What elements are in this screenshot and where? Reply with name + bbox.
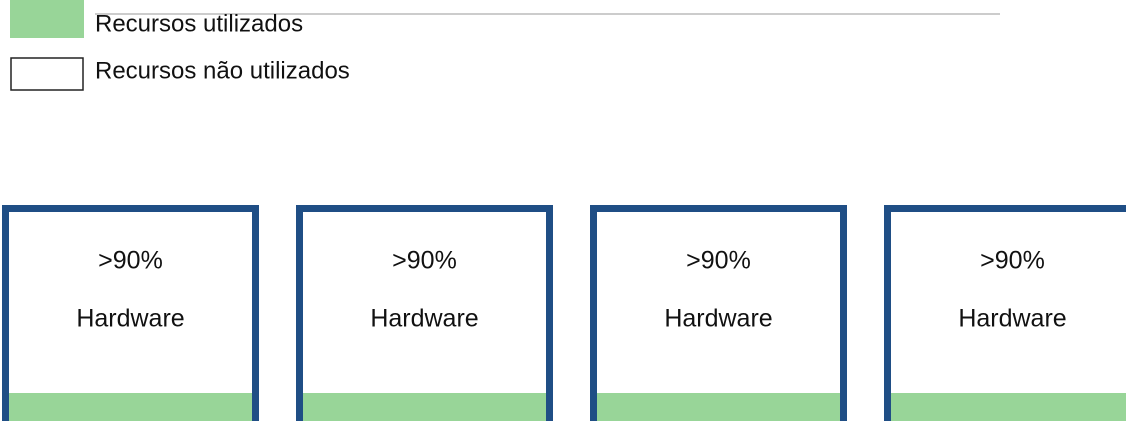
box-value: >90% xyxy=(392,247,457,275)
box-label: Hardware xyxy=(370,305,478,333)
box-border xyxy=(884,205,1126,421)
box-fill xyxy=(887,208,1126,421)
box-label: Hardware xyxy=(958,305,1066,333)
box-border xyxy=(296,205,553,421)
box-fill xyxy=(299,208,550,421)
box-fill xyxy=(5,208,256,421)
legend-label: Recursos utilizados xyxy=(95,10,303,37)
box-value: >90% xyxy=(980,247,1045,275)
legend-swatch-unused xyxy=(10,57,84,91)
box-border xyxy=(590,205,847,421)
box-label: Hardware xyxy=(76,305,184,333)
legend-swatch-used xyxy=(10,0,84,38)
legend-label: Recursos não utilizados xyxy=(95,57,350,84)
used-bar xyxy=(890,393,1126,421)
box-value: >90% xyxy=(98,247,163,275)
box-fill xyxy=(593,208,844,421)
used-bar xyxy=(302,393,547,421)
box-border xyxy=(2,205,259,421)
boxes: >90% Hardware >90% Hardware >90% Hardware >90%… xyxy=(2,205,1126,421)
used-bar xyxy=(8,393,253,421)
used-bar xyxy=(596,393,841,421)
box-value: >90% xyxy=(686,247,751,275)
box-label: Hardware xyxy=(664,305,772,333)
